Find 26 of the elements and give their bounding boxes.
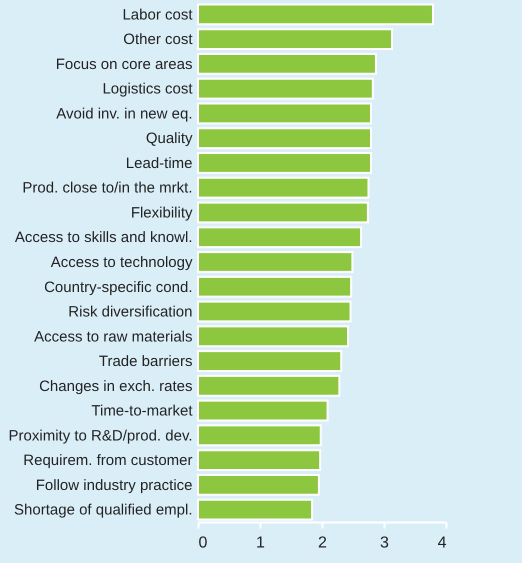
y-tick-label: Avoid inv. in new eq. [56, 105, 192, 122]
y-tick-label: Risk diversification [68, 304, 192, 321]
y-tick-label: Proximity to R&D/prod. dev. [8, 427, 192, 444]
y-tick-label: Flexibility [130, 204, 193, 222]
x-tick-label: 4 [438, 534, 447, 552]
y-tick-label: Follow industry practice [36, 476, 192, 494]
x-tick-label: 0 [198, 534, 208, 552]
x-tick-label: 2 [318, 534, 328, 552]
y-tick-label: Trade barriers [98, 353, 192, 370]
y-tick-label: Lead-time [126, 154, 192, 172]
y-tick-label: Other cost [123, 31, 194, 48]
y-tick-label: Time-to-market [91, 402, 194, 420]
y-tick-label: Shortage of qualified empl. [14, 502, 192, 519]
x-tick-label: 3 [380, 534, 390, 552]
y-tick-label: Labor cost [122, 6, 194, 24]
y-tick-label: Quality [146, 130, 193, 148]
y-tick-label: Prod. close to/in the mrkt. [22, 180, 192, 197]
y-tick-label: Logistics cost [102, 80, 194, 98]
y-tick-label: Changes in exch. rates [39, 378, 192, 395]
y-tick-label: Country-specific cond. [44, 278, 192, 296]
y-tick-label: Access to technology [50, 254, 193, 271]
y-tick-label: Focus on core areas [56, 56, 192, 73]
y-tick-label: Access to raw materials [34, 328, 192, 346]
x-tick-label: 1 [256, 534, 266, 552]
y-tick-label: Access to skills and knowl. [14, 229, 192, 246]
y-tick-label: Requirem. from customer [23, 452, 192, 470]
